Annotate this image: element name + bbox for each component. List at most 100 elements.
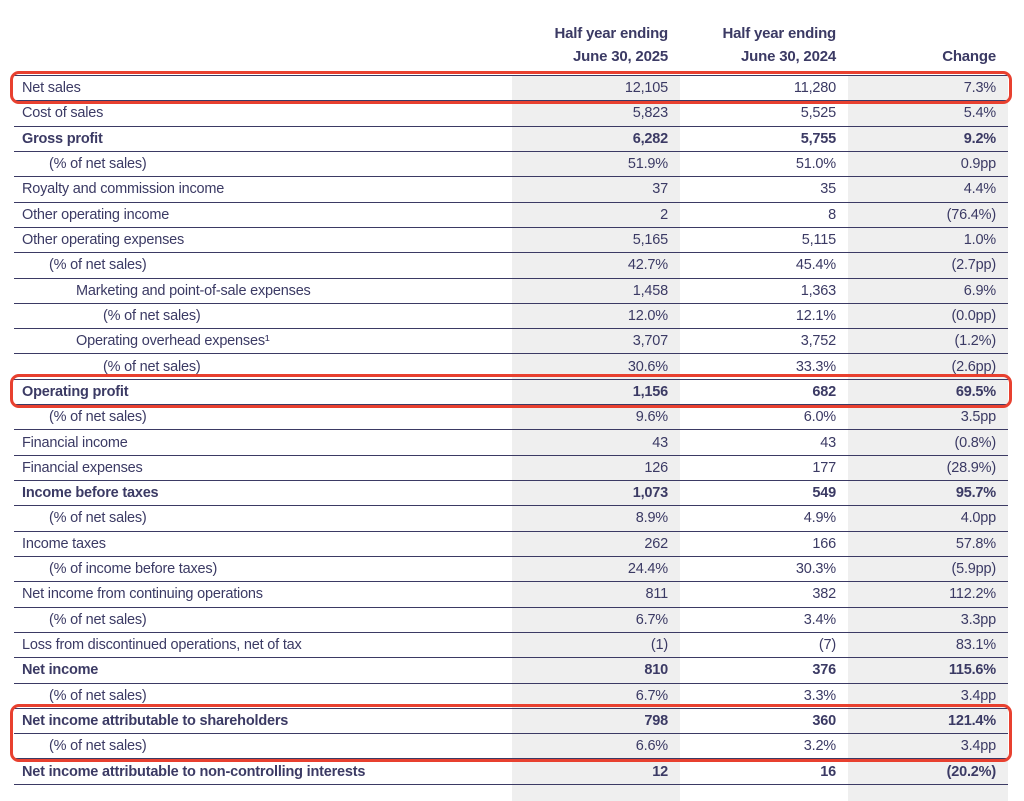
row-label: Net income bbox=[22, 662, 99, 679]
cell-2025: 798 bbox=[644, 712, 668, 729]
cell-2025: 51.9% bbox=[627, 156, 668, 173]
row-label: Royalty and commission income bbox=[22, 181, 225, 198]
cell-2025: 30.6% bbox=[627, 358, 668, 375]
cell-2024: 5,115 bbox=[801, 232, 836, 249]
row-label: (% of net sales) bbox=[49, 510, 147, 527]
table-row: Other operating income 2 8 (76.4%) bbox=[14, 203, 1008, 228]
cell-2025: 1,458 bbox=[632, 282, 668, 299]
shade-col-2025 bbox=[512, 75, 680, 801]
cell-2025: 1,073 bbox=[632, 485, 668, 502]
cell-change: 83.1% bbox=[955, 637, 996, 654]
cell-change: (28.9%) bbox=[946, 459, 997, 476]
cell-2025: 12.0% bbox=[627, 307, 668, 324]
cell-change: 115.6% bbox=[948, 662, 996, 679]
table-row: (% of net sales) 12.0% 12.1% (0.0pp) bbox=[14, 304, 1008, 330]
row-label: (% of net sales) bbox=[49, 611, 147, 628]
cell-change: 9.2% bbox=[963, 130, 996, 147]
table-row: Income taxes 262 166 57.8% bbox=[14, 532, 1008, 557]
header-2025-line1: Half year ending bbox=[554, 25, 669, 42]
cell-2024: 30.3% bbox=[795, 561, 836, 578]
cell-change: 57.8% bbox=[955, 535, 996, 552]
row-label: Financial income bbox=[22, 434, 128, 451]
table-row: Gross profit 6,282 5,755 9.2% bbox=[14, 127, 1008, 152]
row-label: (% of net sales) bbox=[49, 409, 147, 426]
table-row: Cost of sales 5,823 5,525 5.4% bbox=[14, 101, 1008, 127]
row-label: Income before taxes bbox=[22, 485, 159, 502]
cell-2024: 177 bbox=[812, 459, 836, 476]
cell-2024: 3.4% bbox=[803, 611, 836, 628]
table-row: (% of net sales) 51.9% 51.0% 0.9pp bbox=[14, 152, 1008, 178]
cell-2024: 3.2% bbox=[803, 738, 836, 755]
cell-change: 69.5% bbox=[955, 383, 996, 400]
cell-2025: 262 bbox=[644, 535, 668, 552]
cell-change: (2.7pp) bbox=[951, 257, 996, 274]
cell-2024: 12.1% bbox=[795, 307, 836, 324]
table-header: Half year ending June 30, 2025 Half year… bbox=[14, 0, 1008, 75]
table-body: Net sales 12,105 11,280 7.3% Cost of sal… bbox=[14, 75, 1008, 785]
table-row: (% of net sales) 6.7% 3.4% 3.3pp bbox=[14, 608, 1008, 633]
row-label: Net income attributable to shareholders bbox=[22, 712, 289, 729]
cell-2025: 810 bbox=[644, 662, 668, 679]
cell-change: (0.8%) bbox=[954, 434, 996, 451]
cell-change: 4.4% bbox=[963, 181, 996, 198]
cell-2025: 6.7% bbox=[635, 687, 668, 704]
cell-2025: 5,165 bbox=[632, 232, 668, 249]
cell-change: 0.9pp bbox=[960, 156, 996, 173]
cell-change: 95.7% bbox=[955, 485, 996, 502]
cell-2025: 9.6% bbox=[635, 409, 668, 426]
cell-2025: 6.7% bbox=[635, 611, 668, 628]
table-row: (% of net sales) 9.6% 6.0% 3.5pp bbox=[14, 405, 1008, 431]
cell-2025: (1) bbox=[650, 637, 668, 654]
row-label: Operating profit bbox=[22, 383, 129, 400]
row-label: Net income from continuing operations bbox=[22, 586, 263, 603]
cell-2025: 2 bbox=[660, 206, 668, 223]
cell-2024: 43 bbox=[820, 434, 836, 451]
table-row: Other operating expenses 5,165 5,115 1.0… bbox=[14, 228, 1008, 254]
cell-2025: 6,282 bbox=[632, 130, 668, 147]
cell-2024: 5,525 bbox=[800, 105, 836, 122]
cell-2024: 682 bbox=[812, 383, 836, 400]
row-label: Net income attributable to non-controlli… bbox=[22, 763, 366, 780]
cell-2025: 12 bbox=[652, 763, 668, 780]
cell-2025: 12,105 bbox=[624, 80, 668, 97]
cell-change: (0.0pp) bbox=[951, 307, 996, 324]
table-row: (% of net sales) 6.6% 3.2% 3.4pp bbox=[14, 734, 1008, 760]
table-row: Royalty and commission income 37 35 4.4% bbox=[14, 177, 1008, 203]
cell-2025: 126 bbox=[644, 459, 668, 476]
row-label: Net sales bbox=[22, 80, 81, 97]
table-row: Operating overhead expenses¹ 3,707 3,752… bbox=[14, 329, 1008, 355]
table-row: Net income from continuing operations 81… bbox=[14, 582, 1008, 608]
row-label: Operating overhead expenses¹ bbox=[76, 333, 270, 350]
row-label: (% of net sales) bbox=[49, 156, 147, 173]
cell-change: (76.4%) bbox=[946, 206, 997, 223]
row-label: (% of net sales) bbox=[103, 307, 201, 324]
cell-2024: 3.3% bbox=[803, 687, 836, 704]
cell-change: 3.5pp bbox=[960, 409, 996, 426]
table-row: Income before taxes 1,073 549 95.7% bbox=[14, 481, 1008, 507]
header-2024-line1: Half year ending bbox=[722, 25, 837, 42]
cell-2024: 51.0% bbox=[795, 156, 836, 173]
table-row: Marketing and point-of-sale expenses 1,4… bbox=[14, 279, 1008, 304]
cell-2024: (7) bbox=[818, 637, 836, 654]
cell-change: 3.3pp bbox=[960, 611, 996, 628]
row-label: Income taxes bbox=[22, 535, 106, 552]
cell-2025: 24.4% bbox=[627, 561, 668, 578]
cell-change: (2.6pp) bbox=[951, 358, 996, 375]
cell-2024: 33.3% bbox=[795, 358, 836, 375]
cell-change: 7.3% bbox=[963, 80, 996, 97]
cell-change: 4.0pp bbox=[960, 510, 996, 527]
cell-change: 3.4pp bbox=[960, 738, 996, 755]
cell-2024: 549 bbox=[812, 485, 836, 502]
cell-2024: 5,755 bbox=[800, 130, 836, 147]
table-row: Loss from discontinued operations, net o… bbox=[14, 633, 1008, 659]
cell-2024: 4.9% bbox=[803, 510, 836, 527]
table-row: Net income attributable to shareholders … bbox=[14, 709, 1008, 735]
table-row: Operating profit 1,156 682 69.5% bbox=[14, 380, 1008, 406]
table-row: (% of net sales) 8.9% 4.9% 4.0pp bbox=[14, 506, 1008, 532]
cell-2024: 376 bbox=[812, 662, 836, 679]
cell-2025: 43 bbox=[652, 434, 668, 451]
cell-2024: 3,752 bbox=[800, 333, 836, 350]
table-row: (% of income before taxes) 24.4% 30.3% (… bbox=[14, 557, 1008, 583]
cell-2024: 6.0% bbox=[803, 409, 836, 426]
